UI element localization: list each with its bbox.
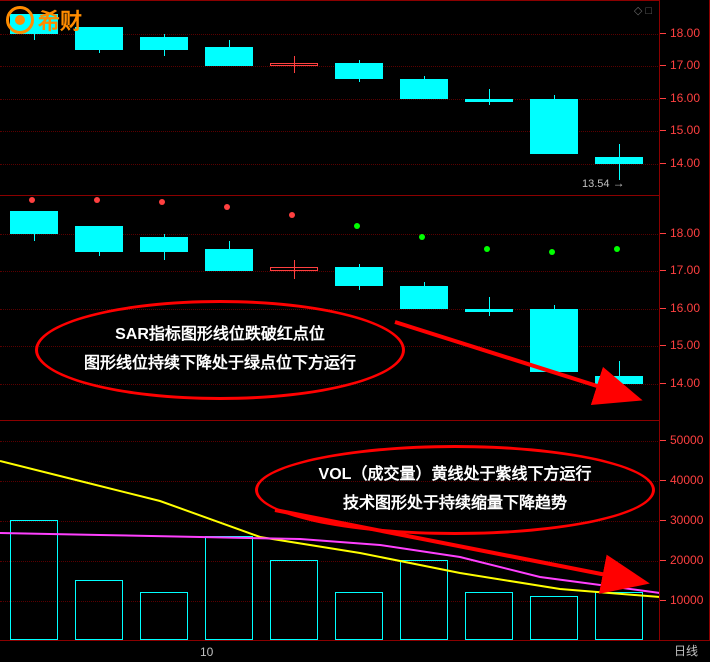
annotation-vol-line1: VOL（成交量）黄线处于紫线下方运行	[319, 461, 592, 490]
annotation-vol-line2: 技术图形处于持续缩量下降趋势	[343, 490, 567, 519]
xaxis-tick-10: 10	[200, 645, 213, 659]
y-axis: 14.0015.0016.0017.0018.0014.0015.0016.00…	[660, 0, 710, 640]
annotation-vol: VOL（成交量）黄线处于紫线下方运行 技术图形处于持续缩量下降趋势	[255, 445, 655, 535]
annotation-sar-line1: SAR指标图形线位跌破红点位	[115, 321, 325, 350]
x-axis: 10 日线	[0, 640, 710, 662]
logo-text: 希财	[38, 4, 82, 36]
price-panel-1: 13.54 →	[0, 0, 660, 195]
annotation-sar: SAR指标图形线位跌破红点位 图形线位持续下降处于绿点位下方运行	[35, 300, 405, 400]
logo: 希财	[6, 4, 82, 36]
annotation-sar-line2: 图形线位持续下降处于绿点位下方运行	[84, 350, 356, 379]
logo-icon	[6, 6, 34, 34]
xaxis-label-period: 日线	[674, 642, 698, 659]
